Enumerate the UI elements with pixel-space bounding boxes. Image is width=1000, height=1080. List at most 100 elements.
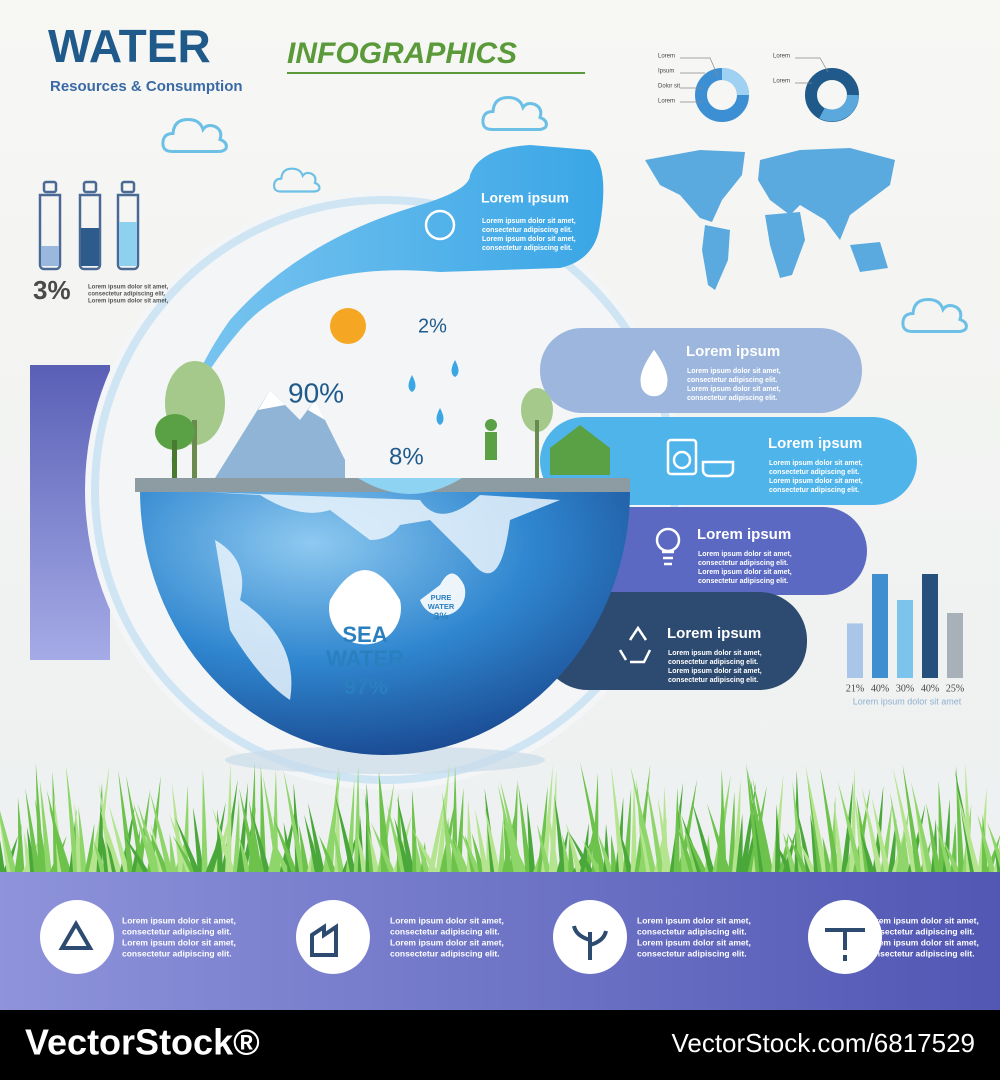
tagline: Resources & Consumption — [50, 78, 243, 95]
pure-value: 3% — [434, 612, 449, 623]
grass-blade — [332, 819, 345, 872]
grass-blade — [78, 805, 87, 872]
apple-icon — [424, 209, 456, 241]
sea-label: WATER — [326, 646, 404, 671]
donut-label: Ipsum — [658, 69, 674, 75]
body-line: consectetur adipiscing elit. — [698, 560, 788, 567]
grass-blade — [370, 822, 395, 872]
grass-blade — [942, 839, 961, 872]
grass-blade — [232, 797, 240, 872]
tab-title: Lorem ipsum — [697, 526, 791, 543]
grass-blade — [0, 839, 5, 872]
grass-blade — [453, 837, 469, 872]
body-line: consectetur adipiscing elit. — [88, 292, 166, 298]
grass-blade — [580, 762, 606, 872]
body-line: Lorem ipsum dolor sit amet, — [482, 236, 576, 243]
body-line: Lorem ipsum dolor sit amet, — [88, 299, 169, 305]
grass-blade — [239, 837, 251, 872]
footer-line: consectetur adipiscing elit. — [390, 926, 500, 936]
grass-blade — [48, 805, 72, 872]
grass-blade — [217, 808, 224, 872]
stream — [170, 145, 604, 470]
footer-line: Lorem ipsum dolor sit amet, — [122, 915, 236, 925]
subtitle: INFOGRAPHICS — [287, 37, 517, 70]
title: WATER — [48, 20, 211, 72]
grass-blade — [820, 768, 840, 872]
grass-blade — [797, 810, 813, 872]
bar-label: 40% — [921, 683, 939, 694]
footer-line: consectetur adipiscing elit. — [865, 926, 975, 936]
bottle-percent: 3% — [33, 275, 71, 305]
grass-blade — [527, 802, 536, 872]
grass-blade — [192, 806, 204, 872]
grass-blade — [124, 835, 150, 872]
grass-blade — [0, 810, 17, 872]
grass-blade — [565, 822, 583, 872]
grass-blade — [149, 831, 169, 872]
grass-blade — [474, 808, 489, 872]
body-line: Lorem ipsum dolor sit amet, — [88, 285, 169, 291]
grass-blade — [65, 765, 79, 872]
grass-blade — [283, 769, 306, 872]
grass-blade — [357, 832, 368, 872]
grass-blade — [175, 817, 200, 872]
grass-blade — [805, 764, 828, 872]
bar-label: 25% — [946, 683, 964, 694]
grass-blade — [792, 780, 805, 872]
donut-label: Lorem — [773, 54, 790, 60]
grass-blade — [368, 830, 380, 872]
stream-title: Lorem ipsum — [481, 190, 569, 206]
grass-blade — [460, 830, 481, 872]
pure-label: PURE — [431, 593, 452, 602]
grass-blade — [126, 775, 146, 872]
grass-blade — [619, 831, 633, 872]
grass-blade — [378, 770, 391, 872]
tab-title: Lorem ipsum — [768, 435, 862, 452]
grass-blade — [568, 831, 594, 872]
body-line: consectetur adipiscing elit. — [769, 469, 859, 476]
body-line: Lorem ipsum dolor sit amet, — [769, 460, 863, 467]
grass-blade — [902, 764, 922, 872]
sea-label: SEA — [342, 622, 387, 647]
bar — [847, 623, 863, 678]
grass-blade — [137, 802, 161, 872]
body-line: Lorem ipsum dolor sit amet, — [668, 650, 762, 657]
grass-blade — [630, 781, 637, 872]
footer-line: Lorem ipsum dolor sit amet, — [390, 915, 504, 925]
watermark-bar — [0, 1010, 1000, 1080]
grass-blade — [108, 804, 130, 872]
grass-blade — [903, 828, 910, 872]
generated: Lorem ipsum dolor sit amet,consectetur a… — [0, 54, 1000, 958]
land-percent: 90% — [288, 377, 344, 408]
body-line: consectetur adipiscing elit. — [668, 677, 758, 684]
grass-blade — [248, 799, 263, 872]
grass-blade — [568, 834, 575, 872]
tab-title: Lorem ipsum — [667, 625, 761, 642]
bar-label: 40% — [871, 683, 889, 694]
grass-blade — [39, 780, 52, 872]
body-line: Lorem ipsum dolor sit amet, — [769, 478, 863, 485]
grass-blade — [822, 836, 832, 872]
lake-percent: 8% — [389, 443, 424, 470]
grass-blade — [837, 781, 863, 872]
grass-blade — [871, 796, 891, 872]
footer-line: Lorem ipsum dolor sit amet, — [637, 937, 751, 947]
grass-blade — [239, 787, 259, 872]
grass-blade — [298, 824, 310, 872]
grass-blade — [99, 806, 122, 872]
footer-icon-art — [58, 920, 865, 961]
body-line: Lorem ipsum dolor sit amet, — [698, 569, 792, 576]
footer-line: consectetur adipiscing elit. — [637, 926, 747, 936]
body-line: consectetur adipiscing elit. — [687, 395, 777, 402]
body-line: Lorem ipsum dolor sit amet, — [668, 668, 762, 675]
grass-blade — [936, 823, 953, 872]
body-line: Lorem ipsum dolor sit amet, — [687, 368, 781, 375]
grass — [0, 762, 1000, 872]
sea-value: 97% — [344, 674, 388, 699]
bottles — [38, 180, 140, 271]
footer-line: consectetur adipiscing elit. — [637, 948, 747, 958]
grass-blade — [17, 797, 25, 872]
grass-blade — [272, 815, 298, 872]
bar — [947, 613, 963, 678]
